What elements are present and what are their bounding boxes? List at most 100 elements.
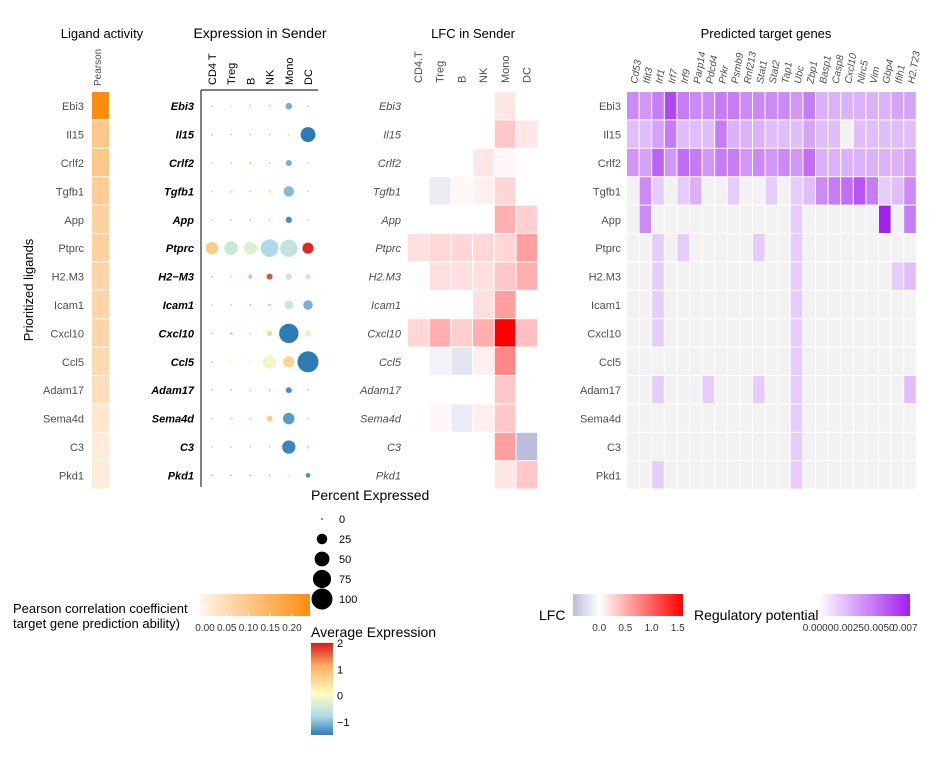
expression-dot-crlf2-nk [268,162,271,164]
regulatory-cell-pkd1-irf7 [664,461,677,489]
lfc-cell-ptprc-cd4-t [408,234,429,262]
regulatory-cell-il15-irf1 [652,120,664,148]
regulatory-cell-h2-m3-nlrc5 [853,262,866,290]
regulatory-cell-app-ifit3 [639,205,652,233]
dotplot-column-b: B [245,78,257,85]
expression-dot-ebi3-nk [268,105,271,107]
regulatory-cell-ebi3-pdcd4 [702,92,715,120]
regulatory-cell-h2-m3-prkr [715,262,727,290]
regulatory-cell-ccl5-rnf213 [740,347,752,375]
lfc-cell-c3-mono [494,432,516,461]
regulatory-cell-pkd1-ifih1 [891,461,904,489]
average-expression-tick-label: 2 [337,638,343,650]
lfc-cell-cxcl10-b [451,319,473,347]
pearson-tick-label: 0.00 [195,623,215,634]
regulatory-cell-ptprc-cxcl10 [841,234,853,262]
lfc-cell-cxcl10-treg [429,319,451,347]
target-ligand-ptprc: Ptprc [595,243,621,255]
regulatory-cell-ccl5-h2-t23 [904,347,916,375]
ligand-label-sema4d: Sema4d [43,414,84,426]
target-ligand-cxcl10: Cxcl10 [587,328,621,340]
regulatory-cell-ebi3-basp1 [816,92,828,120]
dotplot-ligand-pkd1: Pkd1 [168,470,194,482]
lfc-cell-ccl5-nk [473,347,494,375]
regulatory-cell-il15-h2-t23 [904,120,916,148]
ligand-label-cxcl10: Cxcl10 [50,328,84,340]
regulatory-cell-c3-ubc [790,432,803,461]
regulatory-cell-adam17-stat1 [753,376,765,404]
regulatory-cell-c3-gbp4 [879,432,891,461]
lfc-cell-adam17-mono [494,376,516,404]
regulatory-cell-il15-casp8 [828,120,841,148]
regulatory-cell-il15-irf9 [677,120,689,148]
regulatory-tick-label: 0.0000 [803,623,834,634]
regulatory-cell-ebi3-zbp1 [803,92,815,120]
regulatory-cell-icam1-ifih1 [891,290,904,319]
regulatory-cell-icam1-basp1 [816,290,828,319]
regulatory-cell-app-tap1 [778,205,790,233]
regulatory-cell-h2-m3-stat1 [753,262,765,290]
lfc-cell-h2-m3-mono [494,262,516,290]
regulatory-cell-ebi3-cd53 [627,92,639,120]
expression-dot-cxcl10-dc [304,330,312,337]
regulatory-cell-h2-m3-cxcl10 [841,262,853,290]
pearson-cell-ccl5 [92,347,109,375]
regulatory-cell-icam1-nlrc5 [853,290,866,319]
regulatory-cell-icam1-cd53 [627,290,639,319]
lfc-column-dc: DC [522,67,534,83]
regulatory-cell-il15-parp14 [690,120,702,148]
pearson-legend-title-line1: Pearson correlation coefficient [13,601,188,616]
ligand-label-ebi3: Ebi3 [62,101,84,113]
regulatory-cell-cxcl10-vim [866,319,878,347]
lfc-in-sender-title: LFC in Sender [431,26,515,41]
pearson-legend-title-line2: target gene prediction ability) [13,616,180,631]
expression-dot-sema4d-dc [306,417,310,421]
regulatory-cell-adam17-irf7 [664,376,677,404]
regulatory-cell-adam17-ifit3 [639,376,652,404]
regulatory-cell-adam17-ifih1 [891,376,904,404]
regulatory-cell-il15-ifit3 [639,120,652,148]
regulatory-cell-app-zbp1 [803,205,815,233]
target-gene-irf9: Irf9 [680,68,693,85]
regulatory-cell-ebi3-vim [866,92,878,120]
regulatory-cell-sema4d-zbp1 [803,404,815,432]
regulatory-cell-ebi3-tap1 [778,92,790,120]
expression-dot-adam17-treg [230,389,232,392]
lfc-ligand-h2-m3: H2.M3 [369,272,402,284]
regulatory-cell-ptprc-rnf213 [740,234,752,262]
dotplot-ligand-h2-m3: H2−M3 [158,272,194,284]
regulatory-cell-icam1-irf7 [664,290,677,319]
regulatory-cell-c3-cd53 [627,432,639,461]
regulatory-cell-adam17-casp8 [828,376,841,404]
regulatory-cell-crlf2-ifit3 [639,148,652,177]
target-gene-vim: Vim [869,66,883,85]
regulatory-cell-h2-m3-ifit3 [639,262,652,290]
expression-dot-ptprc-mono [280,239,298,257]
expression-dot-pkd1-b [249,474,252,477]
regulatory-cell-ptprc-parp14 [690,234,702,262]
lfc-cell-ptprc-dc [516,234,538,262]
lfc-tick-label: 0.0 [592,623,606,634]
dotplot-ligand-sema4d: Sema4d [152,414,194,426]
expression-dot-sema4d-nk [266,415,273,422]
regulatory-cell-ptprc-vim [866,234,878,262]
regulatory-cell-crlf2-casp8 [828,148,841,177]
expression-dot-ptprc-cd4-t [205,241,219,255]
percent-legend-label-75: 75 [339,574,351,586]
regulatory-cell-tgfb1-gbp4 [879,177,891,205]
expression-dot-adam17-nk [268,389,271,392]
target-gene-ifih1: Ifih1 [894,64,908,85]
regulatory-cell-tgfb1-cd53 [627,177,639,205]
regulatory-cell-il15-tap1 [778,120,790,148]
regulatory-cell-c3-prkr [715,432,727,461]
regulatory-cell-h2-m3-stat2 [765,262,778,290]
regulatory-cell-ptprc-irf7 [664,234,677,262]
regulatory-cell-cxcl10-pdcd4 [702,319,715,347]
pearson-cell-c3 [92,432,109,461]
lfc-cell-il15-dc [516,120,538,148]
regulatory-cell-sema4d-ubc [790,404,803,432]
lfc-ligand-tgfb1: Tgfb1 [373,186,401,198]
predicted-target-genes-title: Predicted target genes [701,26,832,41]
lfc-colorbar [573,594,683,616]
regulatory-cell-icam1-tap1 [778,290,790,319]
